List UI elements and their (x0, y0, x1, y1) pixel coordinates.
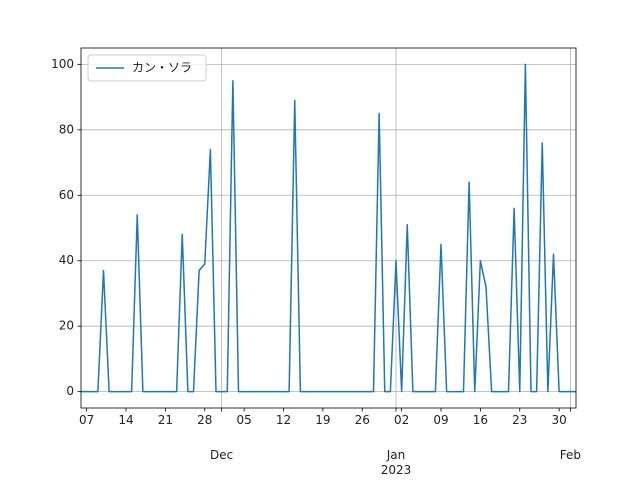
x-major-label: Dec (210, 448, 234, 462)
x-minor-label: 28 (197, 413, 213, 427)
y-tick-label: 20 (59, 319, 74, 333)
x-major-label: Feb (559, 448, 581, 462)
x-minor-label: 12 (275, 413, 292, 427)
x-major-label: Jan 2023 (380, 448, 412, 477)
y-tick-label: 0 (66, 384, 74, 398)
axes-frame (80, 47, 577, 409)
y-tick-label: 40 (59, 253, 74, 267)
line-series (81, 63, 576, 393)
x-minor-label: 07 (78, 413, 95, 427)
x-minor-label: 09 (433, 413, 449, 427)
x-minor-label: 14 (118, 413, 134, 427)
y-tick-label: 100 (51, 57, 74, 71)
plot-area (81, 48, 576, 408)
legend-label: カン・ソラ (132, 61, 192, 75)
x-minor-label: 26 (354, 413, 370, 427)
y-tick-label: 80 (59, 122, 74, 136)
legend-box (87, 54, 207, 82)
legend: カン・ソラ (87, 54, 207, 82)
y-tick-label: 60 (59, 188, 74, 202)
x-minor-label: 21 (157, 413, 174, 427)
x-minor-label: 16 (472, 413, 489, 427)
x-minor-label: 02 (393, 413, 410, 427)
x-minor-label: 19 (315, 413, 331, 427)
x-minor-label: 05 (236, 413, 252, 427)
x-minor-label: 30 (551, 413, 567, 427)
x-minor-label: 23 (512, 413, 528, 427)
